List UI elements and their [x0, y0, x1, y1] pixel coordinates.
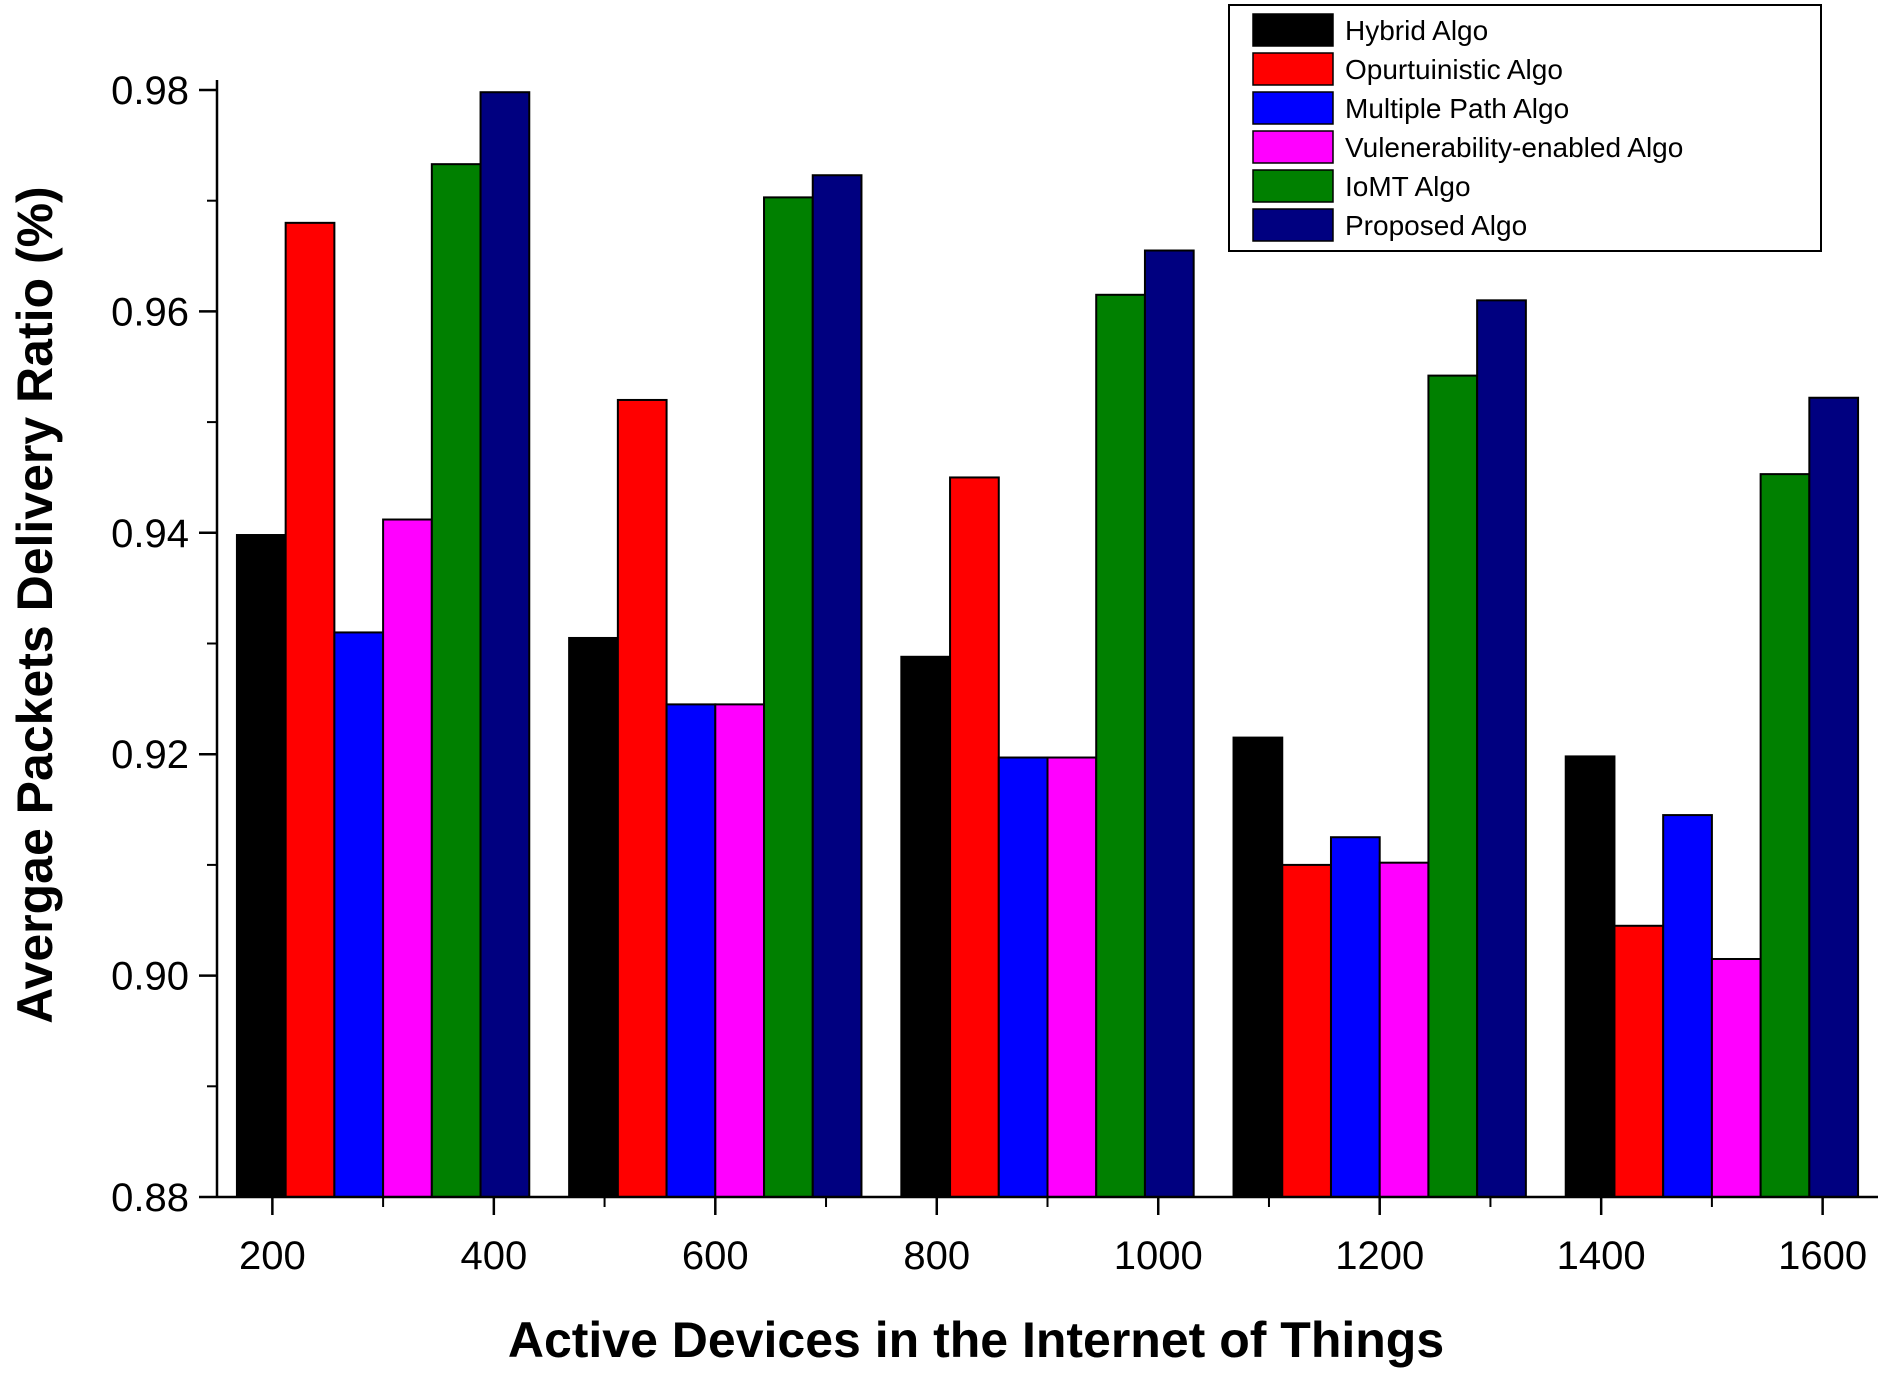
y-axis-title: Avergae Packets Delivery Ratio (%)	[7, 186, 63, 1023]
x-tick-label: 1400	[1557, 1234, 1646, 1278]
bar-multiple-path-algo-2	[997, 756, 1049, 1198]
legend-swatch-proposed-algo	[1252, 208, 1334, 242]
legend-label-vulenerability-enabled-algo: Vulenerability-enabled Algo	[1345, 132, 1683, 163]
legend-swatch-vulenerability-enabled-algo	[1252, 130, 1334, 164]
x-tick-label: 400	[460, 1234, 527, 1278]
x-tick-label: 1200	[1335, 1234, 1424, 1278]
bar-multiple-path-algo-0	[333, 631, 385, 1198]
bar-hybrid-algo-0	[235, 534, 287, 1198]
y-tick-label: 0.94	[111, 512, 189, 556]
legend-label-proposed-algo: Proposed Algo	[1345, 210, 1527, 241]
bar-opurtuinistic-algo-4	[1613, 924, 1665, 1198]
legend-swatch-hybrid-algo	[1252, 13, 1334, 47]
legend: Hybrid Algo Opurtuinistic Algo Multiple Pa…	[1228, 4, 1822, 252]
bar-multiple-path-algo-4	[1662, 814, 1713, 1199]
x-axis-title: Active Devices in the Internet of Things	[508, 1312, 1444, 1368]
bar-iomt-algo-1	[763, 196, 814, 1198]
x-tick-label: 600	[682, 1234, 749, 1278]
x-tick-label: 1600	[1778, 1234, 1867, 1278]
y-tick-label: 0.90	[111, 955, 189, 999]
bar-iomt-algo-3	[1427, 374, 1479, 1198]
bar-vulenerability-enabled-algo-2	[1046, 756, 1098, 1198]
bar-iomt-algo-2	[1095, 293, 1146, 1199]
legend-label-iomt-algo: IoMT Algo	[1345, 171, 1471, 202]
legend-swatch-opurtuinistic-algo	[1252, 52, 1334, 86]
bar-proposed-algo-0	[479, 91, 531, 1199]
legend-label-multiple-path-algo: Multiple Path Algo	[1345, 93, 1569, 124]
bar-multiple-path-algo-3	[1329, 836, 1381, 1198]
bar-opurtuinistic-algo-2	[949, 476, 1000, 1198]
bar-vulenerability-enabled-algo-4	[1710, 957, 1762, 1198]
y-tick-label: 0.92	[111, 733, 189, 777]
bars-layer	[235, 91, 1860, 1199]
bar-vulenerability-enabled-algo-1	[714, 703, 766, 1198]
x-tick-label: 1000	[1114, 1234, 1203, 1278]
bar-hybrid-algo-2	[900, 655, 952, 1198]
bar-multiple-path-algo-1	[665, 703, 717, 1198]
bar-proposed-algo-4	[1808, 396, 1860, 1199]
bar-proposed-algo-2	[1143, 249, 1195, 1198]
bar-vulenerability-enabled-algo-3	[1378, 861, 1430, 1198]
y-tick-label: 0.96	[111, 290, 189, 334]
bar-proposed-algo-1	[811, 174, 863, 1198]
bar-iomt-algo-0	[430, 163, 482, 1199]
bar-hybrid-algo-4	[1564, 755, 1616, 1198]
bar-hybrid-algo-3	[1232, 736, 1284, 1198]
ticks-layer: 0.88 0.90 0.92 0.94 0.96 0.98 200 400 600 800 1000…	[111, 69, 1867, 1278]
bar-opurtuinistic-algo-1	[616, 398, 668, 1198]
bar-opurtuinistic-algo-0	[284, 221, 336, 1198]
x-tick-label: 800	[903, 1234, 970, 1278]
bar-hybrid-algo-1	[568, 636, 619, 1198]
legend-label-opurtuinistic-algo: Opurtuinistic Algo	[1345, 54, 1563, 85]
legend-label-hybrid-algo: Hybrid Algo	[1345, 15, 1488, 46]
bar-opurtuinistic-algo-3	[1281, 863, 1332, 1199]
legend-swatch-iomt-algo	[1252, 169, 1334, 203]
y-tick-label: 0.98	[111, 69, 189, 113]
bar-vulenerability-enabled-algo-0	[382, 518, 433, 1198]
y-tick-label: 0.88	[111, 1176, 189, 1220]
legend-swatch-multiple-path-algo	[1252, 91, 1334, 125]
bar-proposed-algo-3	[1476, 299, 1527, 1198]
bar-iomt-algo-4	[1759, 473, 1811, 1198]
x-tick-label: 200	[239, 1234, 306, 1278]
